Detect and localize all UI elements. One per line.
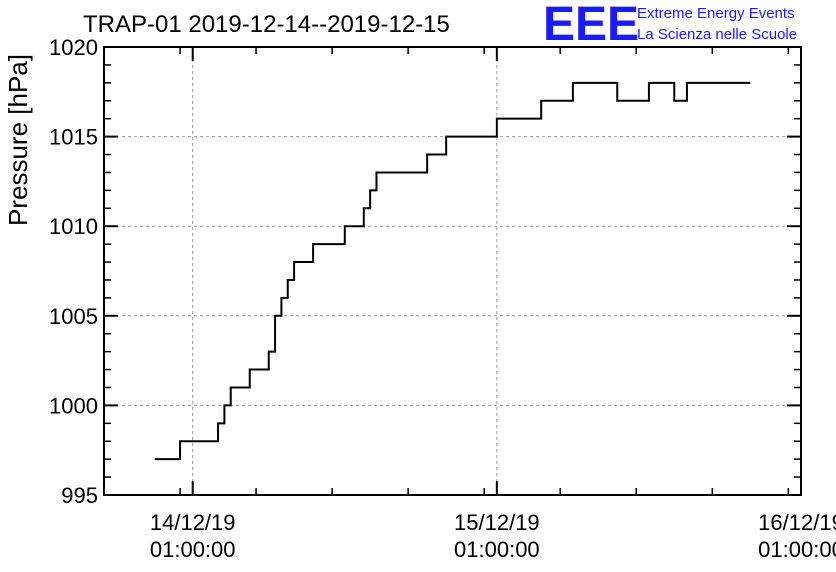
plot-frame — [103, 46, 802, 496]
pressure-series-line — [154, 81, 751, 461]
y-tick-label: 1020 — [49, 35, 98, 60]
y-tick-label: 1015 — [49, 125, 98, 150]
x-tick-label-time: 01:00:00 — [758, 537, 836, 562]
logo-line-2: La Scienza nelle Scuole — [637, 26, 797, 43]
x-tick-label-date: 16/12/19 — [758, 510, 836, 535]
y-tick-label: 1010 — [49, 214, 98, 239]
grid-lines — [104, 47, 801, 495]
logo-line-1: Extreme Energy Events — [637, 5, 795, 22]
x-tick-label-date: 15/12/19 — [454, 510, 540, 535]
y-tick-labels: 995 1000 1005 1010 1015 1020 — [49, 35, 98, 508]
y-tick-label: 995 — [61, 483, 98, 508]
logo-mark: EEE — [543, 0, 639, 51]
x-tick-label-time: 01:00:00 — [454, 537, 540, 562]
x-tick-label-time: 01:00:00 — [150, 537, 236, 562]
eee-logo: EEE Extreme Energy Events La Scienza nel… — [543, 0, 797, 51]
series-layer — [154, 81, 751, 461]
axis-ticks — [104, 46, 802, 496]
y-axis-label: Pressure [hPa] — [3, 54, 33, 226]
chart-title: TRAP-01 2019-12-14--2019-12-15 — [83, 11, 450, 38]
y-tick-label: 1000 — [49, 393, 98, 418]
x-tick-label-date: 14/12/19 — [150, 510, 236, 535]
y-tick-label: 1005 — [49, 304, 98, 329]
x-tick-labels: 14/12/1901:00:0015/12/1901:00:0016/12/19… — [150, 510, 836, 562]
